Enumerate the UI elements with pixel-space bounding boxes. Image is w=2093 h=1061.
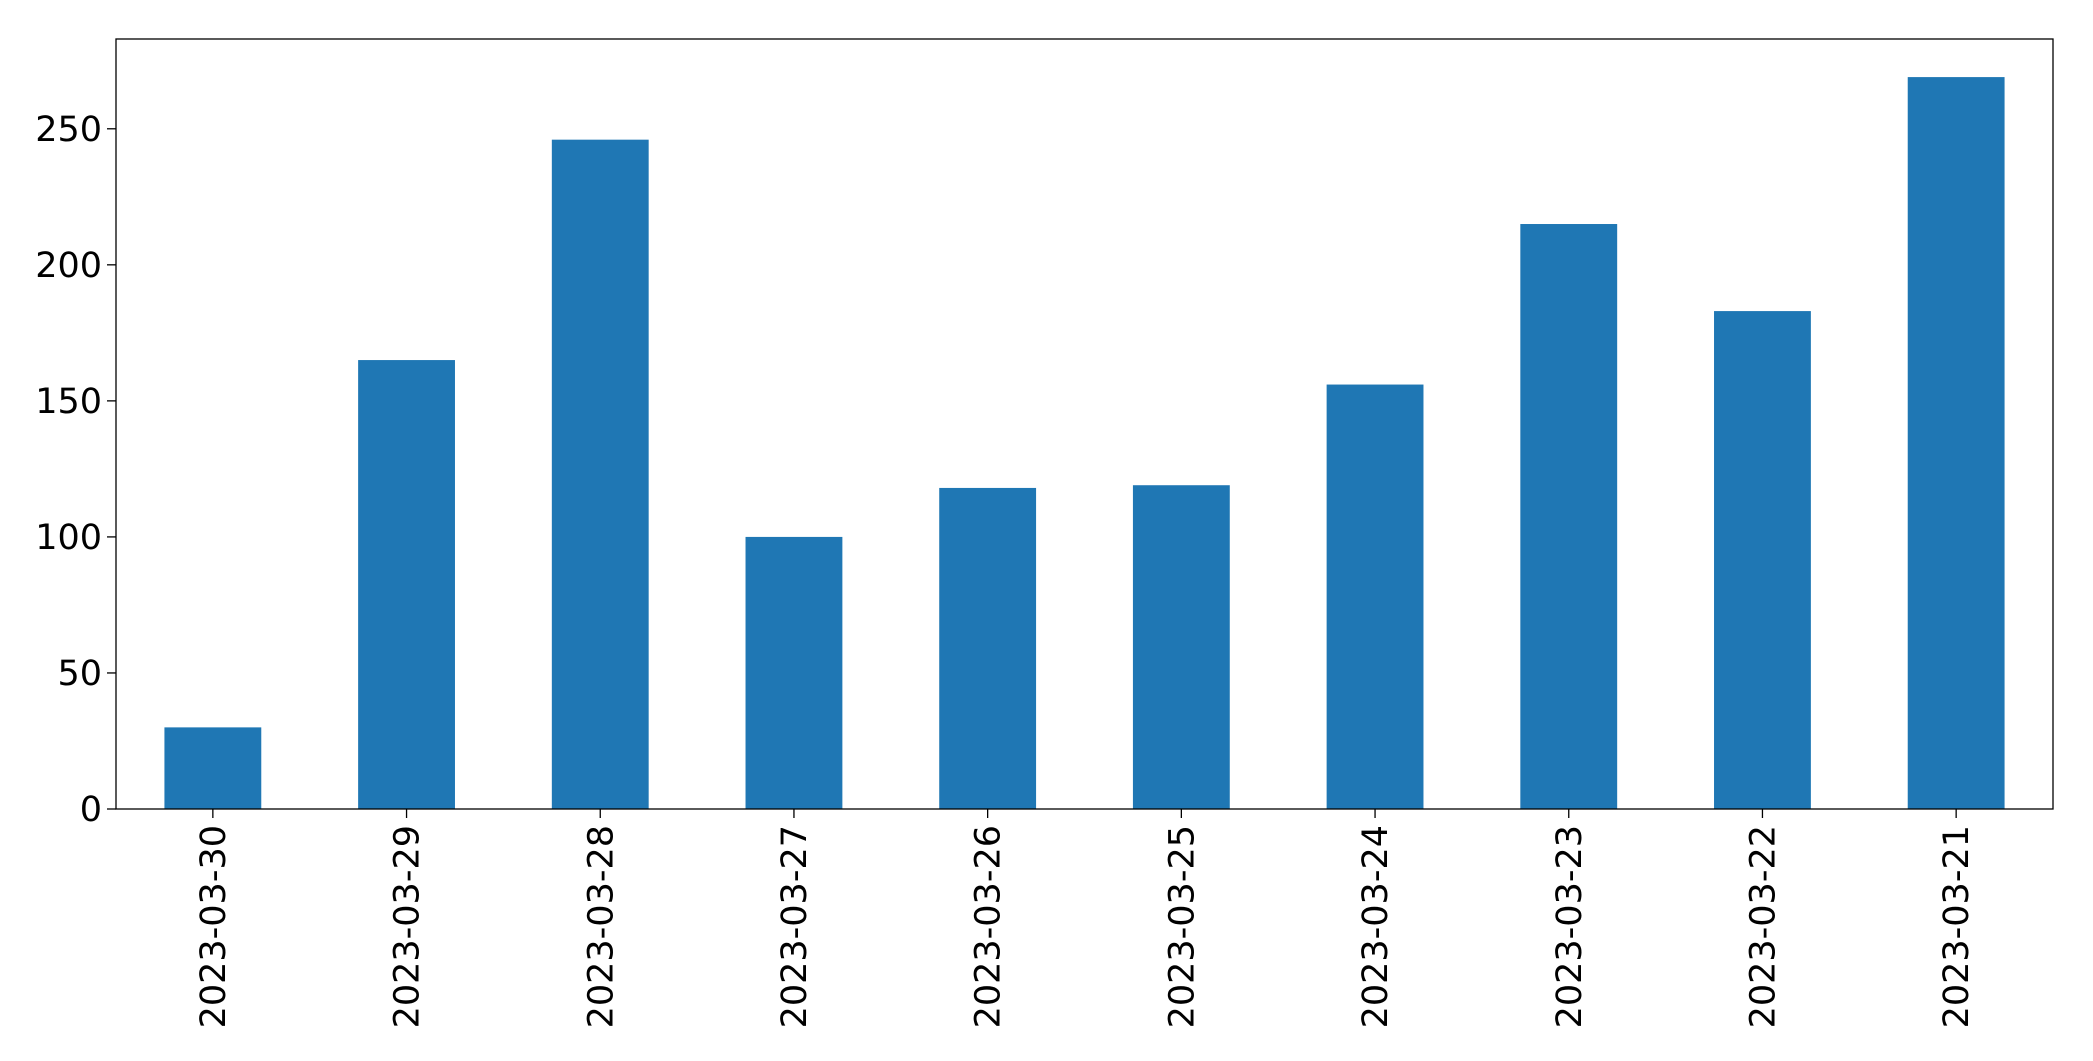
x-tick-label: 2023-03-24 <box>1356 825 1396 1028</box>
x-tick-label: 2023-03-28 <box>581 825 621 1028</box>
bar <box>1326 384 1424 809</box>
x-tick-label: 2023-03-29 <box>388 825 428 1028</box>
x-tick-label: 2023-03-23 <box>1550 825 1590 1028</box>
x-tick-label: 2023-03-22 <box>1743 825 1783 1028</box>
x-tick-label: 2023-03-27 <box>775 825 815 1028</box>
bar <box>745 536 843 809</box>
bar <box>1907 77 2005 810</box>
bar <box>551 139 649 809</box>
x-tick-label: 2023-03-21 <box>1937 825 1977 1028</box>
bar <box>1132 485 1230 809</box>
y-tick-label: 100 <box>35 518 102 558</box>
y-tick-label: 250 <box>35 110 102 150</box>
x-tick-label: 2023-03-26 <box>969 825 1009 1028</box>
bar <box>358 360 455 809</box>
plot-frame <box>115 38 2054 810</box>
x-tick-label: 2023-03-25 <box>1162 825 1202 1028</box>
y-tick-label: 200 <box>35 246 102 286</box>
y-tick-label: 150 <box>35 382 102 422</box>
bar <box>1520 224 1618 809</box>
x-tick-label: 2023-03-30 <box>194 825 234 1028</box>
bar <box>1714 311 1811 809</box>
y-tick-label: 50 <box>57 654 102 694</box>
bar <box>164 727 262 809</box>
y-tick-label: 0 <box>80 790 102 830</box>
bar <box>939 487 1037 809</box>
